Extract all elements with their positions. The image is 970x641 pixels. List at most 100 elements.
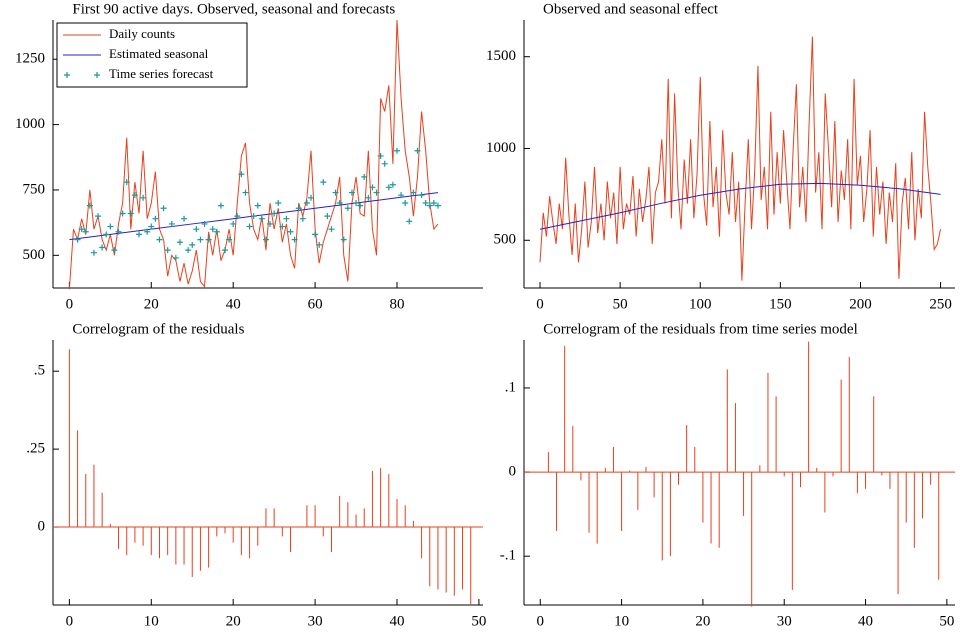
forecast-marker [82,228,89,235]
legend-label: Time series forecast [109,66,214,81]
forecast-marker [156,236,163,243]
forecast-marker [279,223,286,230]
x-tick-label: 50 [939,613,954,629]
forecast-marker [365,194,372,201]
forecast-marker [201,220,208,227]
forecast-marker [230,220,237,227]
forecast-marker [86,202,93,209]
chart-title: Correlogram of the residuals from time s… [543,321,858,337]
forecast-marker [373,189,380,196]
forecast-marker [144,228,151,235]
forecast-marker [115,228,122,235]
y-tick-label: 1000 [15,116,45,132]
panel: Observed and seasonal effect 500 1000 1500 0… [486,1,955,312]
forecast-marker [275,200,282,207]
x-tick-label: 50 [613,296,628,312]
forecast-marker [74,236,81,243]
forecast-marker [414,147,421,154]
forecast-marker [324,213,331,220]
y-tick-label: .1 [505,379,516,395]
y-tick-label: 0 [509,464,517,480]
forecast-marker [160,205,167,212]
forecast-marker [185,247,192,254]
x-tick-label: 50 [471,613,486,629]
legend-marker [94,72,100,78]
x-tick-label: 0 [536,296,544,312]
forecast-marker [181,215,188,222]
x-tick-label: 30 [308,613,323,629]
y-tick-label: 500 [23,247,46,263]
forecast-marker [410,189,417,196]
x-tick-label: 40 [226,296,241,312]
forecast-marker [389,181,396,188]
forecast-marker [131,192,138,199]
forecast-marker [312,231,319,238]
forecast-marker [336,200,343,207]
forecast-marker [123,179,130,186]
forecast-marker [430,200,437,207]
x-tick-label: 60 [308,296,323,312]
x-tick-label: 20 [144,296,159,312]
x-tick-label: 30 [777,613,792,629]
forecast-marker [172,254,179,261]
forecast-marker [258,215,265,222]
y-tick-label: -.1 [500,548,516,564]
forecast-marker [238,171,245,178]
x-tick-label: 40 [858,613,873,629]
forecast-marker [385,184,392,191]
panel: Correlogram of the residuals 0 .25 .5 0 10 20 3… [26,321,486,629]
forecast-marker [107,223,114,230]
forecast-marker [426,202,433,209]
forecast-marker [262,236,269,243]
series-line [539,182,941,230]
forecast-marker [168,220,175,227]
forecast-marker [78,226,85,233]
forecast-marker [242,189,249,196]
forecast-marker [369,184,376,191]
forecast-marker [291,236,298,243]
x-tick-label: 150 [769,296,792,312]
forecast-marker [213,228,220,235]
forecast-marker [271,210,278,217]
x-tick-label: 100 [689,296,712,312]
forecast-marker [164,247,171,254]
chart-title: First 90 active days. Observed, seasonal… [72,1,395,17]
y-tick-label: 1000 [486,140,516,156]
x-tick-label: 0 [537,613,545,629]
forecast-marker [308,194,314,201]
forecast-marker [283,215,290,222]
forecast-marker [103,231,110,238]
forecast-marker [99,244,106,251]
forecast-marker [119,210,126,217]
y-tick-label: .25 [26,441,45,457]
forecast-marker [287,228,294,235]
forecast-marker [136,231,142,238]
forecast-marker [398,192,405,199]
forecast-marker [328,226,335,233]
x-tick-label: 250 [929,296,952,312]
forecast-marker [189,241,196,248]
forecast-marker [357,202,364,209]
forecast-marker [148,223,155,230]
forecast-marker [209,226,216,233]
forecast-marker [267,220,274,227]
forecast-marker [303,200,310,207]
forecast-marker [332,189,339,196]
forecast-marker [418,192,425,199]
forecast-marker [353,200,360,207]
legend-label: Estimated seasonal [109,46,209,61]
y-tick-label: 1250 [15,51,45,67]
forecast-marker [246,223,253,230]
forecast-marker [295,205,302,212]
forecast-marker [402,200,409,207]
chart-title: Correlogram of the residuals [72,321,244,337]
forecast-marker [234,213,241,220]
legend-label: Daily counts [109,26,175,41]
forecast-marker [217,202,224,209]
forecast-marker [320,179,327,186]
forecast-marker [340,236,347,243]
forecast-marker [344,205,351,212]
x-tick-label: 10 [144,613,159,629]
y-tick-label: 500 [494,232,517,248]
x-tick-label: 40 [390,613,405,629]
